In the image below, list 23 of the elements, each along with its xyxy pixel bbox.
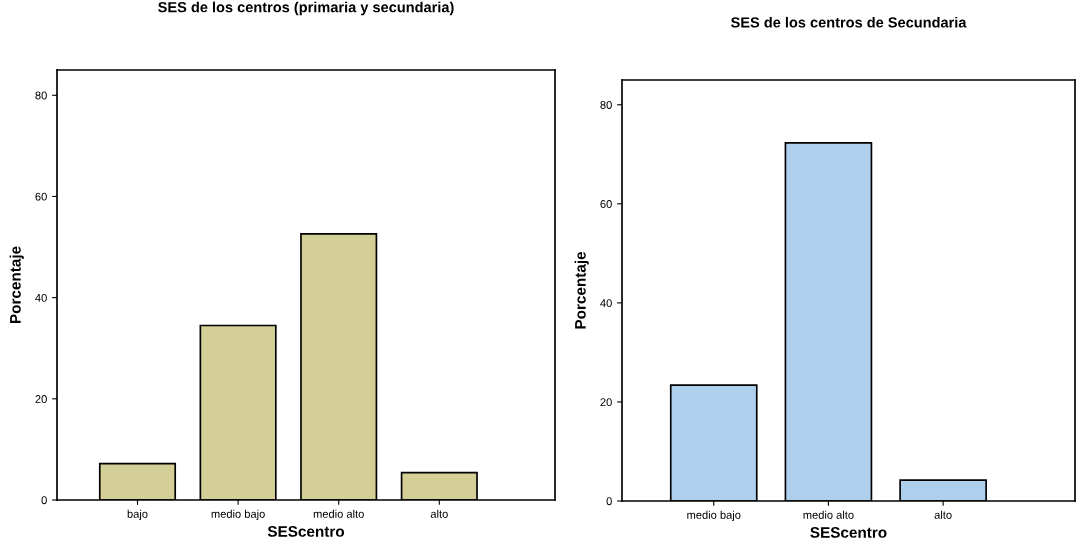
x-tick-label: alto [934, 510, 952, 519]
y-tick-label: 0 [606, 497, 612, 506]
y-tick-label: 60 [600, 200, 612, 208]
y-tick-label: 40 [35, 293, 47, 302]
x-axis-title: SEScentro [810, 527, 887, 538]
y-tick-label: 40 [600, 299, 612, 308]
y-axis-title: Porcentaje [574, 251, 589, 329]
y-tick-label: 20 [35, 395, 47, 403]
x-tick-label: bajo [127, 509, 148, 521]
chart-title: SES de los centros (primaria y secundaria) [158, 1, 454, 16]
y-tick-label: 20 [600, 398, 612, 407]
x-tick-label: medio alto [803, 510, 854, 519]
x-tick-label: medio bajo [687, 510, 741, 522]
chart-title: SES de los centros de Secundaria [731, 16, 967, 28]
y-tick-label: 80 [600, 101, 612, 109]
x-tick-label: alto [430, 509, 448, 518]
y-tick-label: 60 [35, 192, 47, 201]
x-tick-label: medio bajo [211, 509, 265, 521]
x-tick-label: medio alto [313, 509, 364, 518]
y-tick-label: 80 [35, 91, 47, 100]
y-tick-label: 0 [41, 496, 47, 505]
x-axis-title: SEScentro [267, 526, 345, 537]
y-axis-title: Porcentaje [9, 246, 24, 324]
